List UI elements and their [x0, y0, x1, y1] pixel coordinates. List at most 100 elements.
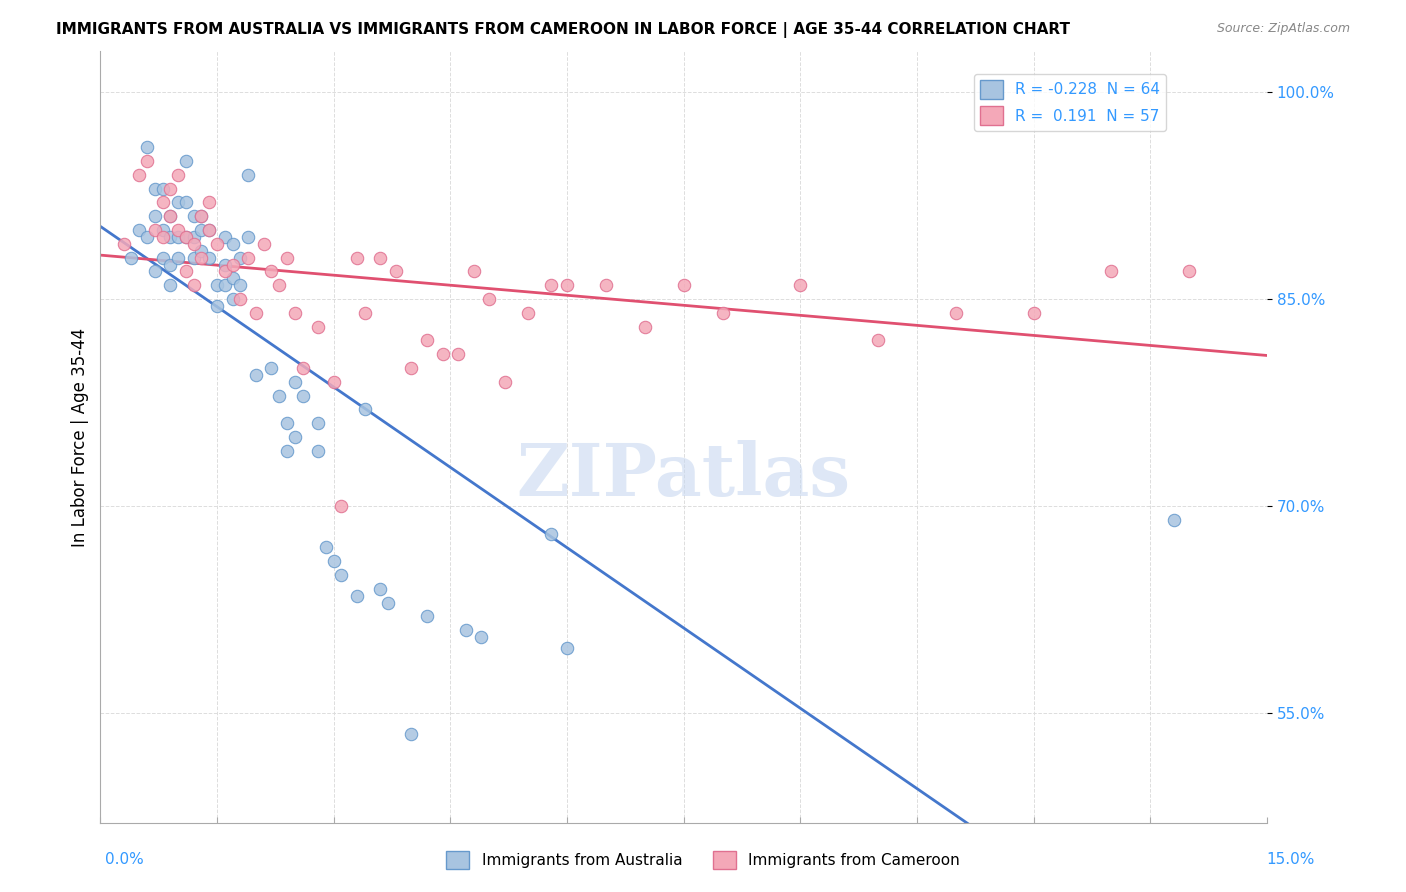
Point	[159, 209, 181, 223]
Point	[353, 402, 375, 417]
Point	[346, 589, 368, 603]
Point	[1178, 264, 1201, 278]
Point	[540, 278, 562, 293]
Point	[229, 251, 252, 265]
Point	[284, 306, 307, 320]
Point	[595, 278, 617, 293]
Point	[370, 582, 392, 596]
Point	[276, 417, 298, 431]
Point	[128, 168, 150, 182]
Point	[143, 182, 166, 196]
Point	[136, 140, 159, 154]
Point	[269, 278, 291, 293]
Point	[447, 347, 470, 361]
Point	[540, 526, 562, 541]
Point	[152, 182, 174, 196]
Point	[370, 251, 392, 265]
Point	[307, 319, 329, 334]
Point	[221, 258, 243, 272]
Point	[322, 554, 344, 568]
Point	[205, 299, 228, 313]
Point	[198, 251, 221, 265]
Point	[167, 251, 190, 265]
Point	[174, 154, 197, 169]
Point	[330, 568, 353, 582]
Point	[555, 641, 578, 656]
Point	[245, 368, 267, 382]
Point	[711, 306, 734, 320]
Text: ZIPatlas: ZIPatlas	[516, 441, 851, 511]
Point	[236, 251, 259, 265]
Point	[174, 230, 197, 244]
Point	[159, 182, 181, 196]
Point	[143, 264, 166, 278]
Point	[416, 609, 439, 624]
Point	[868, 334, 890, 348]
Point	[174, 195, 197, 210]
Point	[276, 443, 298, 458]
Point	[152, 230, 174, 244]
Text: Source: ZipAtlas.com: Source: ZipAtlas.com	[1216, 22, 1350, 36]
Point	[307, 417, 329, 431]
Point	[385, 264, 408, 278]
Point	[143, 209, 166, 223]
Point	[478, 292, 501, 306]
Point	[198, 223, 221, 237]
Point	[214, 258, 236, 272]
Point	[260, 361, 283, 376]
Point	[152, 195, 174, 210]
Point	[136, 230, 159, 244]
Point	[159, 230, 181, 244]
Point	[167, 168, 190, 182]
Point	[229, 278, 252, 293]
Point	[190, 209, 212, 223]
Point	[152, 223, 174, 237]
Point	[494, 375, 516, 389]
Point	[276, 251, 298, 265]
Point	[377, 596, 399, 610]
Point	[198, 195, 221, 210]
Point	[634, 319, 657, 334]
Point	[401, 361, 423, 376]
Point	[183, 230, 205, 244]
Point	[190, 251, 212, 265]
Point	[183, 251, 205, 265]
Point	[128, 223, 150, 237]
Point	[789, 278, 811, 293]
Point	[190, 209, 212, 223]
Point	[221, 236, 243, 251]
Point	[454, 624, 477, 638]
Point	[432, 347, 454, 361]
Point	[190, 244, 212, 258]
Point	[214, 278, 236, 293]
Point	[307, 443, 329, 458]
Point	[291, 361, 314, 376]
Point	[214, 230, 236, 244]
Legend: Immigrants from Australia, Immigrants from Cameroon: Immigrants from Australia, Immigrants fr…	[440, 845, 966, 875]
Point	[152, 251, 174, 265]
Point	[945, 306, 967, 320]
Point	[143, 223, 166, 237]
Point	[315, 541, 337, 555]
Point	[517, 306, 540, 320]
Point	[1163, 513, 1185, 527]
Point	[167, 223, 190, 237]
Point	[205, 278, 228, 293]
Point	[167, 230, 190, 244]
Text: IMMIGRANTS FROM AUSTRALIA VS IMMIGRANTS FROM CAMEROON IN LABOR FORCE | AGE 35-44: IMMIGRANTS FROM AUSTRALIA VS IMMIGRANTS …	[56, 22, 1070, 38]
Point	[253, 236, 276, 251]
Point	[284, 375, 307, 389]
Point	[401, 727, 423, 741]
Point	[555, 278, 578, 293]
Point	[1101, 264, 1123, 278]
Point	[112, 236, 135, 251]
Point	[416, 334, 439, 348]
Point	[221, 292, 243, 306]
Point	[322, 375, 344, 389]
Point	[221, 271, 243, 285]
Point	[1022, 306, 1045, 320]
Point	[229, 292, 252, 306]
Point	[190, 223, 212, 237]
Point	[159, 209, 181, 223]
Point	[159, 258, 181, 272]
